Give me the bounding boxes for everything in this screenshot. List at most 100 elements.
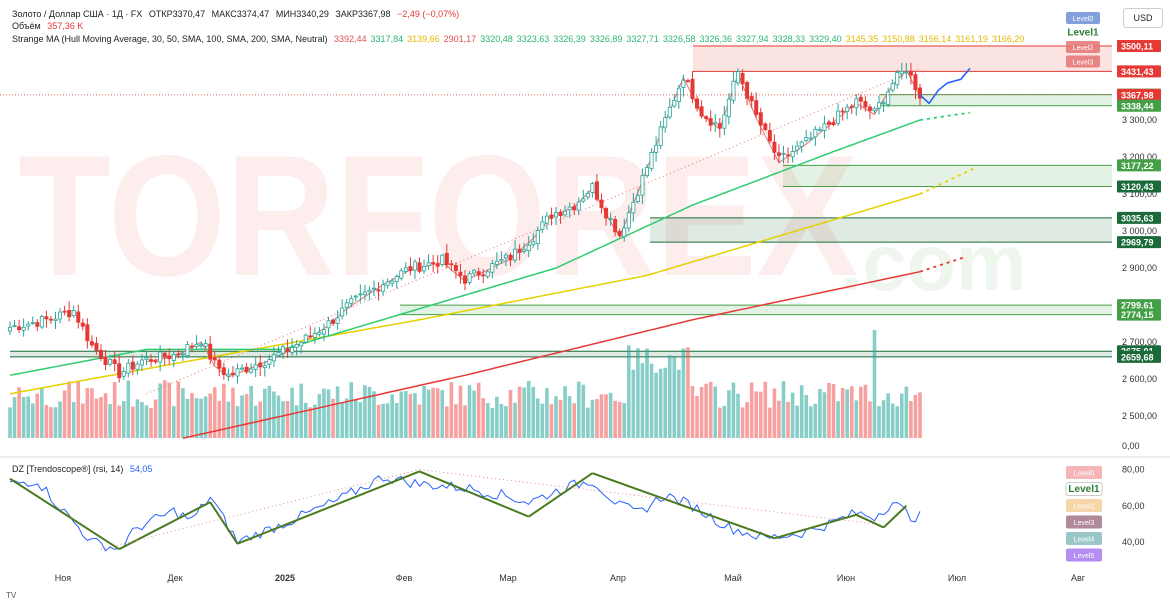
candle-body xyxy=(94,342,99,351)
candle-body xyxy=(663,117,668,128)
candle-body xyxy=(385,281,390,286)
volume-bar xyxy=(12,397,17,438)
candle-body xyxy=(585,193,590,198)
volume-bar xyxy=(112,382,117,438)
volume-bar xyxy=(522,387,526,438)
candle-body xyxy=(736,71,741,84)
candle-body xyxy=(444,252,449,266)
candle-body xyxy=(872,107,877,111)
candle-body xyxy=(158,351,163,363)
ma-value: 3161,19 xyxy=(955,34,988,44)
level-zone xyxy=(650,217,1112,243)
volume-label[interactable]: Объём xyxy=(12,21,41,31)
volume-value: 357,36 K xyxy=(47,21,84,31)
candle-body xyxy=(808,137,813,140)
volume-bar xyxy=(449,382,454,438)
candle-body xyxy=(695,98,700,109)
candle-body xyxy=(153,360,158,363)
rsi-label[interactable]: DZ [Trendoscope®] (rsi, 14) xyxy=(12,464,124,474)
volume-bar xyxy=(549,404,554,438)
volume-bar xyxy=(376,404,381,438)
currency-button[interactable]: USD xyxy=(1123,8,1163,28)
volume-bar xyxy=(71,402,76,438)
candle-body xyxy=(740,72,745,85)
watermark: TORFOREX .com xyxy=(18,120,1027,312)
candle-body xyxy=(417,262,422,272)
candle-body xyxy=(558,211,563,217)
y-tick-label: 2 700,00 xyxy=(1122,337,1157,347)
symbol-title[interactable]: Золото / Доллар США · 1Д · FX xyxy=(12,9,143,19)
ma-value: 3326,36 xyxy=(699,34,733,44)
candle-body xyxy=(240,367,245,370)
candle-body xyxy=(849,105,854,108)
candle-body xyxy=(17,326,22,331)
price-tag-label: 3120,43 xyxy=(1121,182,1154,192)
volume-bar xyxy=(40,387,44,438)
rsi-zigzag-line xyxy=(774,513,857,540)
volume-bar xyxy=(81,403,85,438)
volume-bar xyxy=(490,407,495,438)
price-tag-label: 2774,15 xyxy=(1121,310,1154,320)
candle-body xyxy=(321,329,326,335)
volume-bar xyxy=(881,400,886,438)
candle-body xyxy=(326,320,331,329)
candle-body xyxy=(280,346,285,354)
volume-bar xyxy=(590,399,595,438)
volume-bar xyxy=(627,345,631,438)
moving-average-line xyxy=(182,270,921,439)
volume-bar xyxy=(58,401,62,438)
price-tag-label: 3367,98 xyxy=(1121,90,1154,100)
candle-body xyxy=(130,361,135,370)
price-tag xyxy=(1117,65,1161,78)
volume-bar xyxy=(558,399,563,438)
ma-value: 2901,17 xyxy=(443,34,477,44)
price-tag xyxy=(1117,299,1161,312)
candle-body xyxy=(567,206,572,211)
volume-bar xyxy=(363,385,367,438)
volume-bar xyxy=(872,330,877,438)
candle-body xyxy=(58,311,63,320)
volume-bar xyxy=(672,355,677,438)
candle-body xyxy=(767,130,772,142)
high-value: МАКС3374,47 xyxy=(211,9,270,19)
volume-bar xyxy=(176,381,181,438)
price-tag-label: 3431,43 xyxy=(1121,67,1154,77)
ma-value: 3326,89 xyxy=(589,34,623,44)
rsi-level-legend-label: Level0 xyxy=(1074,471,1095,478)
change-value: −2,49 (−0,07%) xyxy=(397,9,460,19)
volume-bar xyxy=(153,399,158,438)
volume-bar xyxy=(417,404,422,438)
candle-body xyxy=(108,358,113,365)
level-legend-box xyxy=(1066,41,1100,53)
level-legend-box xyxy=(1066,55,1100,68)
rsi-zigzag-line xyxy=(9,477,120,550)
volume-bar xyxy=(340,403,344,438)
candle-body xyxy=(458,271,463,277)
candle-body xyxy=(344,302,349,308)
volume-bar xyxy=(422,385,426,438)
ma-label[interactable]: Strange MA (Hull Moving Average, 30, 50,… xyxy=(12,34,328,44)
volume-bar xyxy=(440,390,445,438)
candle-body xyxy=(212,357,217,361)
candle-body xyxy=(795,145,800,151)
candle-body xyxy=(85,324,90,342)
volume-bar xyxy=(913,394,918,438)
volume-bar xyxy=(859,386,863,438)
moving-average-line xyxy=(9,119,921,377)
volume-bar xyxy=(290,387,294,438)
candle-body xyxy=(426,262,431,266)
volume-bar xyxy=(94,398,99,438)
candle-body xyxy=(827,121,832,125)
volume-bar xyxy=(836,401,840,438)
volume-bar xyxy=(313,404,317,438)
moving-average-line xyxy=(9,193,921,395)
volume-bar xyxy=(822,392,827,438)
candle-body xyxy=(7,326,12,332)
candle-body xyxy=(490,263,495,273)
level-zone xyxy=(10,351,1112,357)
candle-body xyxy=(531,241,536,246)
candle-body xyxy=(199,344,204,347)
candle-body xyxy=(467,273,472,283)
candle-body xyxy=(62,310,67,313)
volume-bar xyxy=(158,383,162,438)
